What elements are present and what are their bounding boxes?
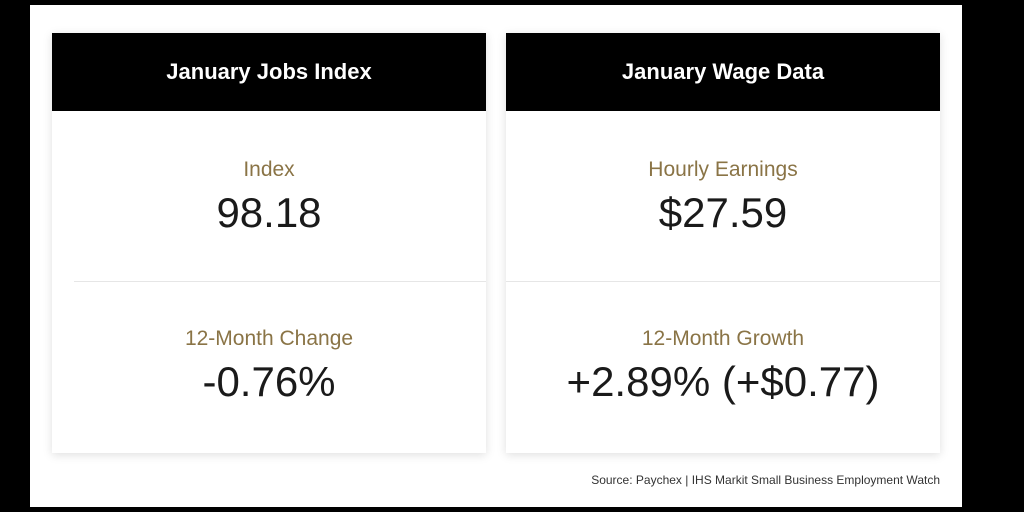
- jobs-index-card: January Jobs Index Index 98.18 12-Month …: [52, 33, 486, 453]
- source-note: Source: Paychex | IHS Markit Small Busin…: [591, 473, 940, 487]
- index-label: Index: [243, 158, 295, 181]
- index-stat: Index 98.18: [52, 111, 486, 281]
- wage-card-title: January Wage Data: [506, 33, 940, 111]
- jobs-card-divider: [74, 281, 486, 282]
- wage-data-card: January Wage Data Hourly Earnings $27.59…: [506, 33, 940, 453]
- jobs-change-stat: 12-Month Change -0.76%: [52, 282, 486, 452]
- wage-growth-label: 12-Month Growth: [641, 327, 805, 350]
- hourly-earnings-label: Hourly Earnings: [648, 158, 798, 181]
- hourly-earnings-stat: Hourly Earnings $27.59: [506, 111, 940, 281]
- wage-card-divider: [506, 281, 940, 282]
- wage-growth-value: +2.89% (+$0.77): [566, 358, 880, 405]
- infographic-panel: January Jobs Index Index 98.18 12-Month …: [30, 5, 962, 507]
- hourly-earnings-value: $27.59: [658, 189, 788, 236]
- wage-growth-stat: 12-Month Growth +2.89% (+$0.77): [506, 282, 940, 452]
- jobs-change-label: 12-Month Change: [184, 327, 354, 350]
- jobs-card-title: January Jobs Index: [52, 33, 486, 111]
- jobs-change-value: -0.76%: [202, 358, 336, 405]
- index-value: 98.18: [216, 189, 322, 236]
